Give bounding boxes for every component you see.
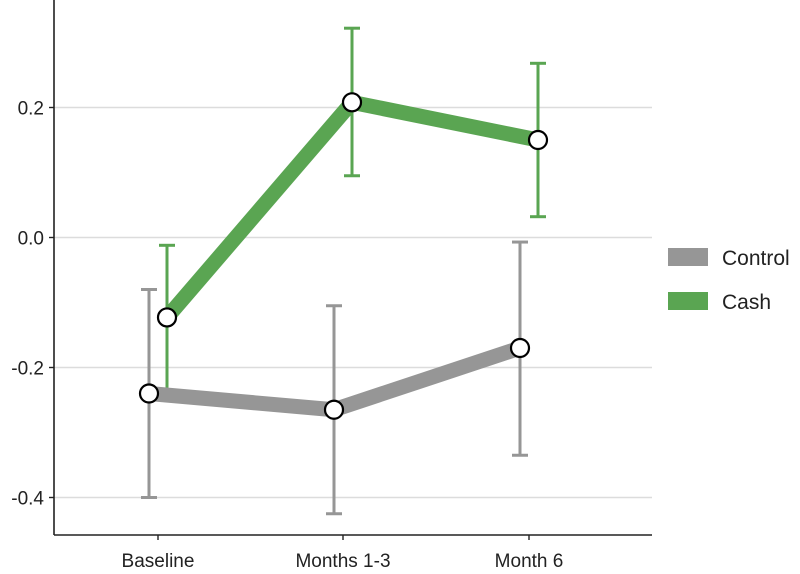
legend-label-control: Control	[722, 247, 790, 270]
data-point-control	[509, 337, 531, 359]
x-tick-label: Baseline	[122, 551, 195, 572]
data-point-control	[323, 399, 345, 420]
x-tick-label: Month 6	[495, 551, 564, 572]
data-point-cash	[341, 92, 363, 113]
x-ticks: Baseline Months 1-3 Month 6	[122, 535, 564, 572]
series-cash-errorbars	[159, 26, 546, 392]
x-tick-label: Months 1-3	[295, 551, 390, 572]
legend-label-cash: Cash	[722, 291, 771, 314]
y-tick-label: 0.2	[18, 99, 44, 120]
legend-key-cash	[668, 292, 708, 310]
axes	[53, 0, 652, 536]
y-tick-label: -0.4	[11, 489, 44, 510]
data-point-cash	[527, 129, 549, 151]
y-ticks: -0.4 -0.2 0.0 0.2	[11, 99, 54, 510]
data-point-cash	[156, 307, 178, 328]
y-tick-label: 0.0	[18, 229, 44, 250]
series-layer	[138, 26, 549, 516]
y-tick-label: -0.2	[11, 359, 44, 380]
data-point-control	[138, 383, 160, 404]
legend: Control Cash	[668, 247, 790, 314]
legend-key-control	[668, 248, 708, 266]
